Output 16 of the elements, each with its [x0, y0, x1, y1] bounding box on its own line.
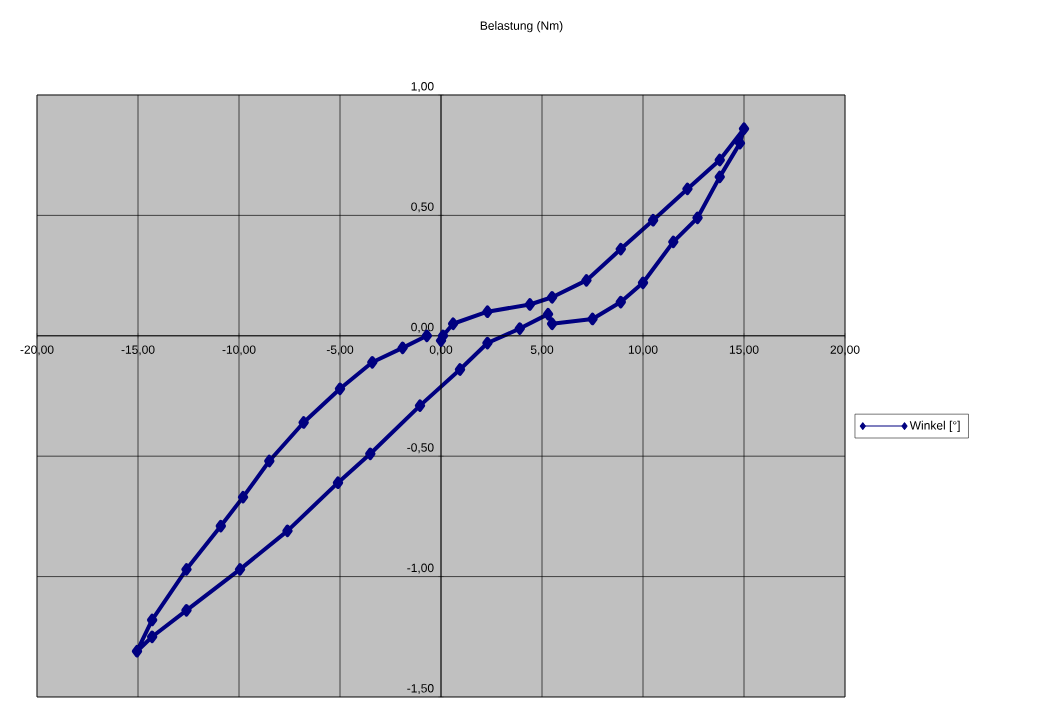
x-tick-label: 20,00 [830, 345, 860, 356]
x-tick-label: 15,00 [729, 345, 759, 356]
x-tick-label: -20,00 [20, 345, 54, 356]
x-tick-label: -10,00 [222, 345, 256, 356]
x-tick-label: -5,00 [326, 345, 354, 356]
y-tick-label: 1,00 [411, 82, 434, 92]
x-tick-label: 5,00 [530, 345, 554, 356]
legend-label: Winkel [°] [909, 420, 960, 433]
y-tick-label: -1,00 [407, 563, 434, 574]
x-tick-label: -15,00 [121, 345, 155, 356]
y-tick-label: -1,50 [407, 684, 434, 694]
chart-title: Belastung (Nm) [480, 21, 563, 33]
x-tick-label: 10,00 [628, 345, 658, 356]
y-tick-label: 0,50 [411, 202, 434, 213]
y-tick-label: 0,00 [411, 322, 434, 333]
y-tick-label: -0,50 [407, 443, 434, 454]
